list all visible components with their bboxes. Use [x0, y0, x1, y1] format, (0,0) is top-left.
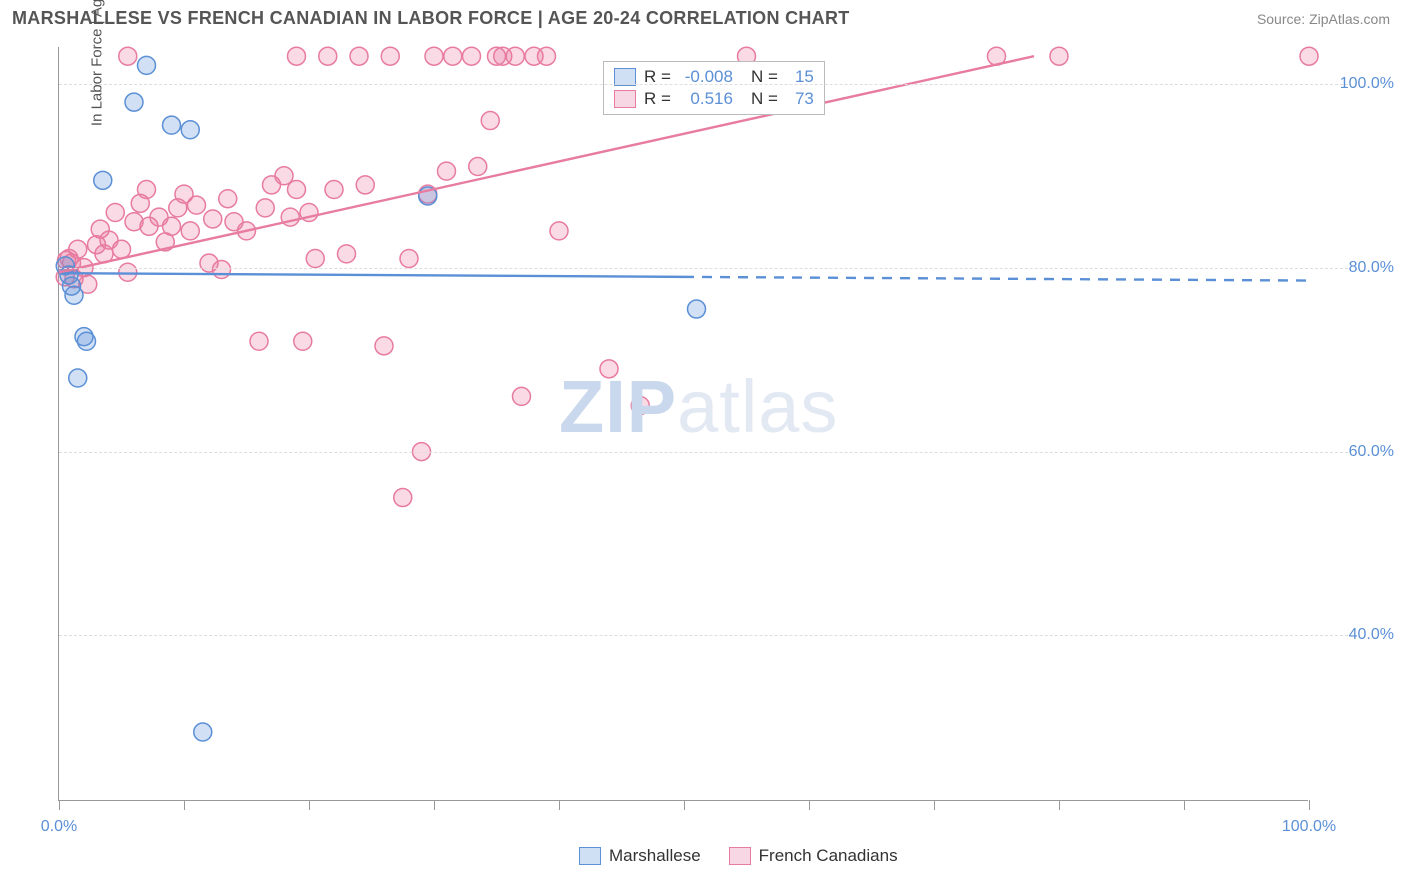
stat-key: R = — [644, 89, 671, 109]
y-tick-label: 40.0% — [1349, 626, 1394, 644]
scatter-point — [163, 116, 181, 134]
scatter-point — [338, 245, 356, 263]
scatter-point — [394, 489, 412, 507]
x-tick — [934, 800, 935, 810]
scatter-point — [294, 332, 312, 350]
scatter-point — [400, 249, 418, 267]
trend-line — [59, 273, 684, 277]
scatter-point — [69, 240, 87, 258]
scatter-point — [463, 47, 481, 65]
stats-row: R = 0.516 N = 73 — [614, 88, 814, 110]
scatter-point — [513, 387, 531, 405]
x-tick — [1059, 800, 1060, 810]
x-tick-label: 0.0% — [41, 818, 77, 836]
x-tick — [59, 800, 60, 810]
scatter-point — [1050, 47, 1068, 65]
scatter-point — [350, 47, 368, 65]
legend-item: French Canadians — [729, 846, 898, 866]
source-label: Source: ZipAtlas.com — [1257, 11, 1390, 27]
stats-legend: R =-0.008N =15R =0.516N =73 — [603, 61, 825, 115]
header: MARSHALLESE VS FRENCH CANADIAN IN LABOR … — [0, 0, 1406, 37]
gridline-h — [59, 635, 1348, 636]
scatter-point — [250, 332, 268, 350]
x-tick — [809, 800, 810, 810]
legend-swatch — [614, 90, 636, 108]
scatter-point — [125, 93, 143, 111]
scatter-point — [163, 217, 181, 235]
scatter-point — [194, 723, 212, 741]
gridline-h — [59, 268, 1348, 269]
scatter-point — [438, 162, 456, 180]
scatter-point — [69, 369, 87, 387]
scatter-point — [688, 300, 706, 318]
scatter-point — [356, 176, 374, 194]
x-tick — [309, 800, 310, 810]
stat-key: N = — [751, 89, 778, 109]
legend-swatch — [579, 847, 601, 865]
legend-label: Marshallese — [609, 846, 701, 866]
scatter-point — [188, 196, 206, 214]
scatter-point — [119, 263, 137, 281]
scatter-point — [550, 222, 568, 240]
scatter-point — [325, 181, 343, 199]
x-tick — [184, 800, 185, 810]
trend-line-dash — [684, 277, 1309, 281]
scatter-point — [119, 47, 137, 65]
scatter-point — [288, 47, 306, 65]
trend-line — [59, 56, 1034, 272]
gridline-h — [59, 452, 1348, 453]
x-tick-label: 100.0% — [1282, 818, 1336, 836]
scatter-point — [319, 47, 337, 65]
scatter-point — [138, 56, 156, 74]
scatter-point — [94, 171, 112, 189]
x-tick — [559, 800, 560, 810]
bottom-legend: Marshallese French Canadians — [579, 846, 898, 866]
scatter-point — [444, 47, 462, 65]
scatter-point — [181, 222, 199, 240]
stat-r-value: 0.516 — [679, 89, 733, 109]
y-tick-label: 60.0% — [1349, 443, 1394, 461]
gridline-h — [59, 84, 1348, 85]
scatter-point — [256, 199, 274, 217]
scatter-point — [600, 360, 618, 378]
scatter-point — [181, 121, 199, 139]
scatter-point — [204, 210, 222, 228]
scatter-point — [65, 286, 83, 304]
scatter-point — [631, 397, 649, 415]
plot-region: ZIPatlas R =-0.008N =15R =0.516N =73 Mar… — [58, 47, 1308, 801]
x-tick — [684, 800, 685, 810]
y-tick-label: 80.0% — [1349, 259, 1394, 277]
x-tick — [1184, 800, 1185, 810]
stat-n-value: 73 — [786, 89, 814, 109]
x-tick — [1309, 800, 1310, 810]
scatter-point — [288, 181, 306, 199]
scatter-point — [219, 190, 237, 208]
plot-svg — [59, 47, 1309, 801]
scatter-point — [481, 112, 499, 130]
legend-swatch — [729, 847, 751, 865]
scatter-point — [78, 332, 96, 350]
scatter-point — [381, 47, 399, 65]
scatter-point — [469, 158, 487, 176]
y-tick-label: 100.0% — [1340, 75, 1394, 93]
scatter-point — [213, 261, 231, 279]
scatter-point — [113, 240, 131, 258]
scatter-point — [538, 47, 556, 65]
scatter-point — [306, 249, 324, 267]
scatter-point — [375, 337, 393, 355]
legend-item: Marshallese — [579, 846, 701, 866]
x-tick — [434, 800, 435, 810]
scatter-point — [506, 47, 524, 65]
scatter-point — [425, 47, 443, 65]
scatter-point — [106, 204, 124, 222]
chart-title: MARSHALLESE VS FRENCH CANADIAN IN LABOR … — [12, 8, 850, 29]
scatter-point — [138, 181, 156, 199]
legend-label: French Canadians — [759, 846, 898, 866]
scatter-point — [1300, 47, 1318, 65]
